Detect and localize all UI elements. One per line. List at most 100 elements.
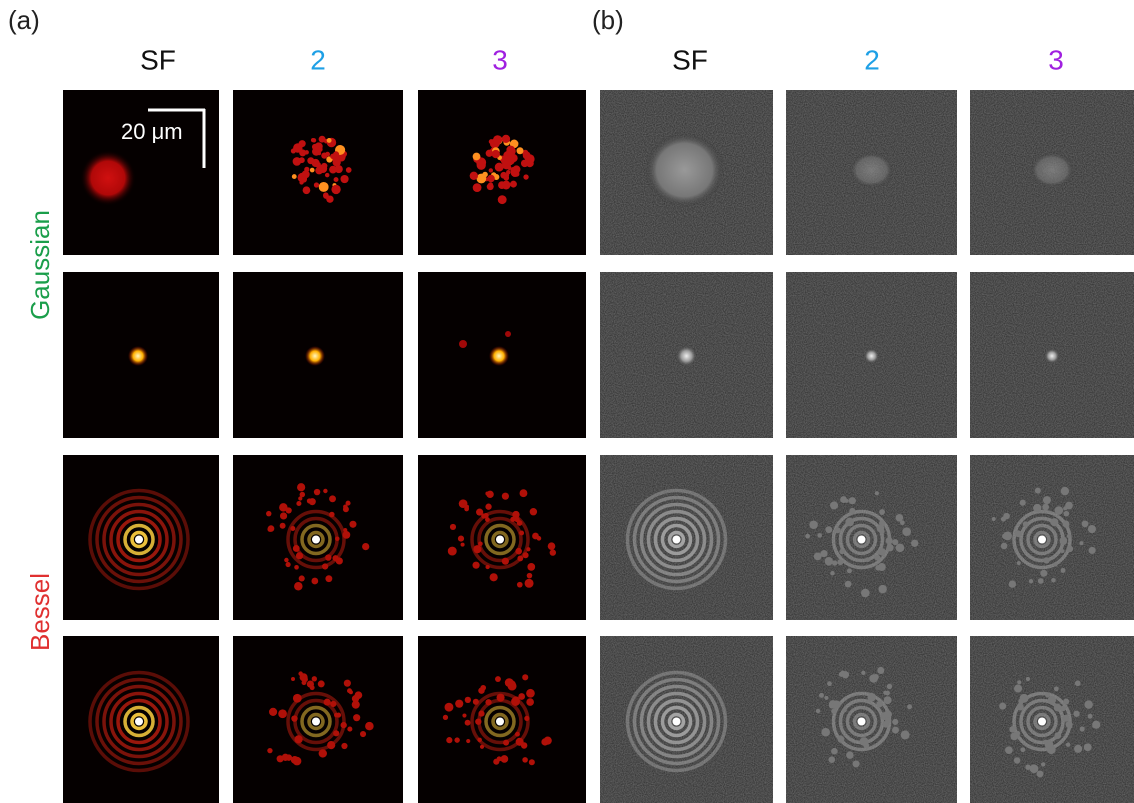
column-header: SF [140, 44, 176, 75]
speckle [481, 513, 486, 518]
speckle [495, 676, 501, 682]
speckle [511, 697, 520, 706]
speckle [322, 563, 328, 569]
speckle [526, 689, 535, 698]
speckle [816, 709, 820, 713]
speckle [860, 737, 869, 746]
speckle [1005, 746, 1013, 754]
speckle [1061, 487, 1069, 495]
speckle [522, 757, 528, 763]
speckle [293, 545, 300, 552]
speckle [884, 696, 892, 704]
row-label: Bessel [25, 573, 55, 651]
speckle [343, 505, 348, 510]
speckle [886, 544, 893, 551]
speckle [1079, 541, 1083, 545]
speckle [515, 732, 520, 737]
speckle [853, 760, 860, 767]
speckle [347, 727, 352, 732]
speckle [1041, 762, 1045, 766]
speckle [291, 715, 297, 721]
speckle [1062, 520, 1069, 527]
core [673, 718, 681, 726]
speckle [473, 183, 482, 192]
speckle [878, 563, 886, 571]
core [496, 536, 504, 544]
speckle [365, 722, 374, 731]
speckle [294, 565, 299, 570]
speckle [523, 552, 529, 558]
speckle [286, 507, 292, 513]
column-header: 3 [1048, 44, 1064, 75]
speckle [318, 680, 325, 687]
speckle [360, 731, 366, 737]
speckle [293, 694, 302, 703]
speckle [861, 589, 870, 598]
speckle [299, 180, 303, 184]
speckle [462, 713, 466, 717]
speckle [829, 704, 834, 709]
speckle [487, 175, 495, 183]
speckle [330, 701, 336, 707]
core [1038, 718, 1046, 726]
speckle [505, 173, 509, 177]
speckle [514, 517, 519, 522]
speckle [267, 748, 272, 753]
speckle [845, 518, 854, 527]
speckle [517, 582, 523, 588]
speckle [527, 563, 535, 571]
speckle [1088, 714, 1093, 719]
speckle [1043, 740, 1047, 744]
speckle [1029, 579, 1033, 583]
speckle [1075, 680, 1081, 686]
speckle [1082, 520, 1089, 527]
speckle [486, 491, 493, 498]
speckle [297, 483, 305, 491]
row-label: Gaussian [25, 210, 55, 320]
speckle [325, 173, 330, 178]
speckle [1003, 513, 1010, 520]
speckle [865, 557, 870, 562]
speckle [505, 331, 511, 337]
speckle [832, 560, 837, 565]
speckle [362, 543, 369, 550]
speckle [907, 704, 912, 709]
speckle [1060, 549, 1064, 553]
core [673, 536, 681, 544]
beam [850, 152, 894, 188]
speckle [828, 756, 835, 763]
speckle [325, 575, 332, 582]
core [312, 536, 320, 544]
speckle [875, 491, 879, 495]
speckle [835, 527, 841, 533]
focus [676, 345, 698, 367]
speckle [332, 555, 338, 561]
speckle [294, 735, 302, 743]
speckle [521, 742, 527, 748]
speckle [329, 495, 336, 502]
speckle [879, 509, 885, 515]
speckle [1043, 496, 1051, 504]
speckle [527, 573, 533, 579]
speckle [450, 524, 456, 530]
speckle [488, 182, 493, 187]
speckle [445, 703, 454, 712]
noise [970, 455, 1134, 620]
speckle [502, 558, 509, 565]
speckle [331, 185, 340, 194]
core [312, 718, 320, 726]
speckle [327, 741, 335, 749]
speckle [831, 708, 837, 714]
speckle [519, 531, 524, 536]
speckle [825, 557, 833, 565]
focus [128, 346, 148, 366]
speckle [524, 716, 529, 721]
speckle [461, 543, 465, 547]
speckle [809, 520, 818, 529]
speckle [825, 526, 832, 533]
speckle [323, 192, 328, 197]
speckle [292, 174, 297, 179]
focus [864, 348, 880, 364]
speckle [1045, 693, 1050, 698]
speckle [277, 755, 284, 762]
